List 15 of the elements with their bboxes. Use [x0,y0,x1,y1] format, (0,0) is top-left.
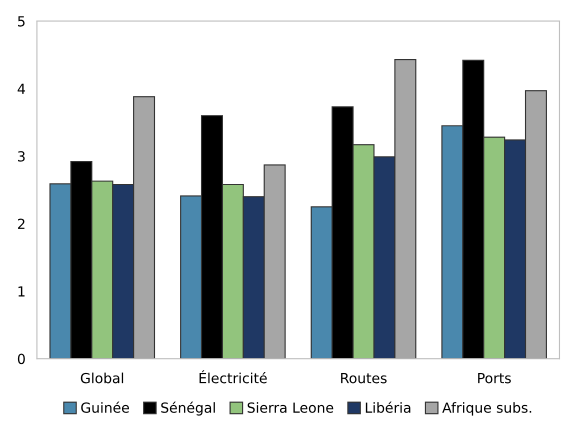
legend-label: Afrique subs. [442,402,532,416]
x-tick-label: Ports [478,373,511,384]
legend-label: Libéria [366,402,410,413]
y-tick-label: 0 [18,354,25,364]
legend-label: Sierra Leone [248,402,334,413]
x-tick-label: Électricité [200,370,267,384]
y-tick-label: 2 [18,218,24,229]
legend-label: Guinée [81,402,129,413]
legend-label: Sénégal [161,402,215,416]
x-tick-label: Global [80,372,124,384]
x-tick-label: Routes [341,373,387,384]
y-tick-label: 4 [18,84,26,94]
y-tick-label: 3 [18,151,25,162]
y-tick-label: 1 [18,286,25,296]
y-tick-label: 5 [18,16,25,27]
